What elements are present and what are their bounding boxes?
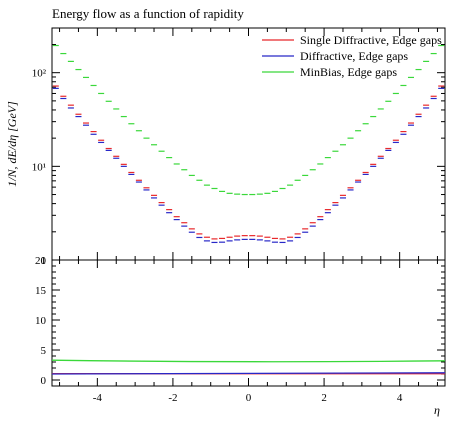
y-tick-label: 1 xyxy=(41,255,47,267)
x-tick-label: -4 xyxy=(93,392,103,404)
y-axis-label: 1/N, dE/dη [GeV] xyxy=(5,101,19,187)
top-series-group xyxy=(52,44,445,244)
ratio-y-tick-label: 15 xyxy=(35,285,47,297)
chart-title: Energy flow as a function of rapidity xyxy=(52,6,244,21)
legend-label: Single Diffractive, Edge gaps xyxy=(300,33,442,47)
x-tick-label: 4 xyxy=(397,392,403,404)
bottom-axis-ticks: 0 5 10 15 20 -4 -2 0 2 4 xyxy=(35,255,445,404)
x-tick-label: -2 xyxy=(168,392,177,404)
ratio-plot-frame xyxy=(51,259,446,387)
legend-label: Diffractive, Edge gaps xyxy=(300,49,408,63)
ratio-y-tick-label: 10 xyxy=(35,315,47,327)
ratio-line-series-1 xyxy=(51,372,446,375)
y-tick-label: 10¹ xyxy=(32,161,46,173)
y-tick-label: 10² xyxy=(32,68,47,80)
legend: Single Diffractive, Edge gaps Diffractive… xyxy=(262,33,442,79)
ratio-line-series-2 xyxy=(51,359,446,363)
ratio-y-tick-label: 20 xyxy=(35,255,47,267)
x-axis-label: η xyxy=(434,403,440,417)
ratio-y-tick-label: 5 xyxy=(41,345,47,357)
x-tick-label: 2 xyxy=(321,392,327,404)
x-tick-label: 0 xyxy=(246,392,252,404)
top-axis-ticks: 1 10¹ 10² xyxy=(32,27,445,267)
bottom-series-group xyxy=(51,359,446,375)
legend-label: MinBias, Edge gaps xyxy=(300,65,397,79)
ratio-y-tick-label: 0 xyxy=(41,375,47,387)
